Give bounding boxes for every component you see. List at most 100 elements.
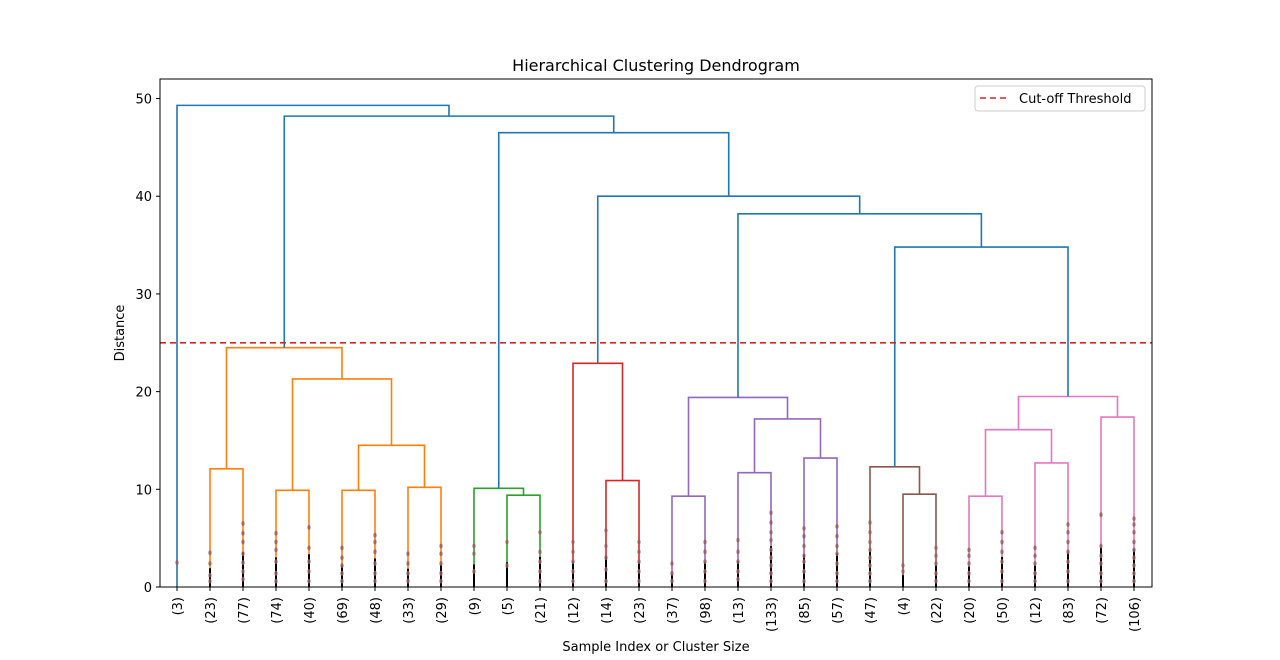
- leaf-point: [736, 576, 740, 582]
- leaf-point: [538, 529, 542, 535]
- leaf-point: [934, 553, 938, 559]
- y-tick-label: 30: [135, 288, 152, 303]
- leaf-point: [934, 561, 938, 566]
- leaf-point: [538, 568, 542, 574]
- dendrogram-link-n20: [1034, 462, 1069, 587]
- leaf-label: (9): [468, 597, 483, 615]
- leaf-point: [1000, 529, 1004, 535]
- leaf-point: [769, 555, 773, 561]
- leaf-point: [769, 578, 773, 584]
- legend-box: [974, 85, 1146, 112]
- leaf-point: [472, 543, 476, 549]
- leaf-point: [1132, 516, 1136, 522]
- leaf-label: (33): [402, 597, 417, 624]
- y-tick-label: 0: [144, 581, 152, 596]
- leaf-point: [967, 561, 971, 566]
- leaf-label: (69): [336, 597, 351, 624]
- leaf-point: [406, 561, 410, 566]
- y-tick-label: 40: [135, 190, 152, 205]
- leaf-label: (14): [600, 597, 615, 624]
- leaf-point: [769, 520, 773, 525]
- leaf-point: [967, 578, 971, 584]
- dendrogram-link-n8: [506, 494, 541, 587]
- y-axis-ticks: 0 10 20 30 40 50: [135, 93, 160, 596]
- leaf-point: [274, 530, 278, 536]
- leaf-point: [373, 570, 377, 576]
- leaf-point: [208, 550, 212, 556]
- leaf-point: [637, 539, 641, 545]
- leaf-point: [241, 530, 245, 536]
- dendrogram-link-n29: [176, 104, 450, 587]
- leaf-point: [637, 559, 641, 564]
- dendrogram-link-n24: [893, 246, 1069, 467]
- leaf-point: [670, 561, 674, 566]
- leaf-point: [439, 543, 443, 549]
- dendrogram-link-n17: [902, 493, 937, 587]
- leaf-point: [439, 578, 443, 584]
- leaf-point: [241, 576, 245, 582]
- leaf-point: [439, 561, 443, 566]
- leaf-label: (23): [204, 597, 219, 624]
- leaf-point: [835, 533, 839, 539]
- leaf-point: [1066, 568, 1070, 574]
- leaf-point: [868, 539, 872, 545]
- leaf-point: [934, 545, 938, 551]
- leaf-point: [703, 568, 707, 574]
- leaf-point: [604, 567, 608, 572]
- leaf-point: [868, 563, 872, 568]
- leaf-point: [1066, 549, 1070, 555]
- leaf-label: (77): [237, 597, 252, 624]
- leaf-point: [505, 563, 509, 568]
- leaf-point: [703, 549, 707, 555]
- leaf-point: [472, 568, 476, 574]
- leaf-point: [1033, 561, 1037, 566]
- leaf-point: [406, 578, 410, 584]
- dendrogram-link-n15: [753, 418, 822, 473]
- leaf-point: [802, 533, 806, 539]
- leaf-point: [472, 551, 476, 557]
- leaf-label: (98): [699, 597, 714, 624]
- leaf-point: [1099, 543, 1103, 549]
- leaf-point: [538, 578, 542, 584]
- leaf-label: (85): [798, 597, 813, 624]
- leaf-point: [538, 559, 542, 564]
- leaf-point: [1132, 578, 1136, 584]
- leaf-point: [934, 570, 938, 576]
- leaf-point: [703, 578, 707, 584]
- leaf-label: (13): [732, 597, 747, 624]
- leaf-point: [406, 570, 410, 576]
- leaf-point: [571, 578, 575, 584]
- leaf-point: [1000, 559, 1004, 564]
- dendrogram-link-n10: [605, 479, 640, 587]
- leaf-point: [307, 568, 311, 574]
- dendrogram-link-n19: [968, 495, 1003, 587]
- dendrogram-link-n3: [341, 489, 376, 587]
- leaf-point: [1099, 512, 1103, 518]
- leaf-point: [736, 568, 740, 574]
- dendrogram-link-n11: [572, 362, 624, 587]
- dendrogram-link-n16: [687, 396, 789, 497]
- leaf-point: [604, 555, 608, 561]
- leaf-point: [1066, 578, 1070, 584]
- leaf-point: [208, 572, 212, 578]
- leaf-label: (48): [369, 597, 384, 624]
- leaf-label: (57): [831, 597, 846, 624]
- leaf-point: [1066, 559, 1070, 564]
- leaf-point: [340, 578, 344, 584]
- dendrogram-link-n6: [291, 378, 393, 491]
- chart-title: Hierarchical Clustering Dendrogram: [512, 56, 800, 75]
- leaf-label: (29): [435, 597, 450, 624]
- leaf-point: [175, 560, 179, 565]
- leaf-point: [769, 529, 773, 535]
- leaf-point: [670, 578, 674, 584]
- leaf-point: [835, 524, 839, 529]
- y-tick-label: 10: [135, 483, 152, 498]
- leaf-point: [307, 578, 311, 584]
- legend-threshold-label: Cut-off Threshold: [1019, 92, 1131, 107]
- leaf-point: [1033, 570, 1037, 576]
- leaf-point: [571, 568, 575, 574]
- leaf-point: [967, 570, 971, 576]
- dendrogram-link-n23: [1017, 395, 1119, 430]
- dendrogram-link-n14: [803, 457, 838, 587]
- leaf-point: [1066, 529, 1070, 535]
